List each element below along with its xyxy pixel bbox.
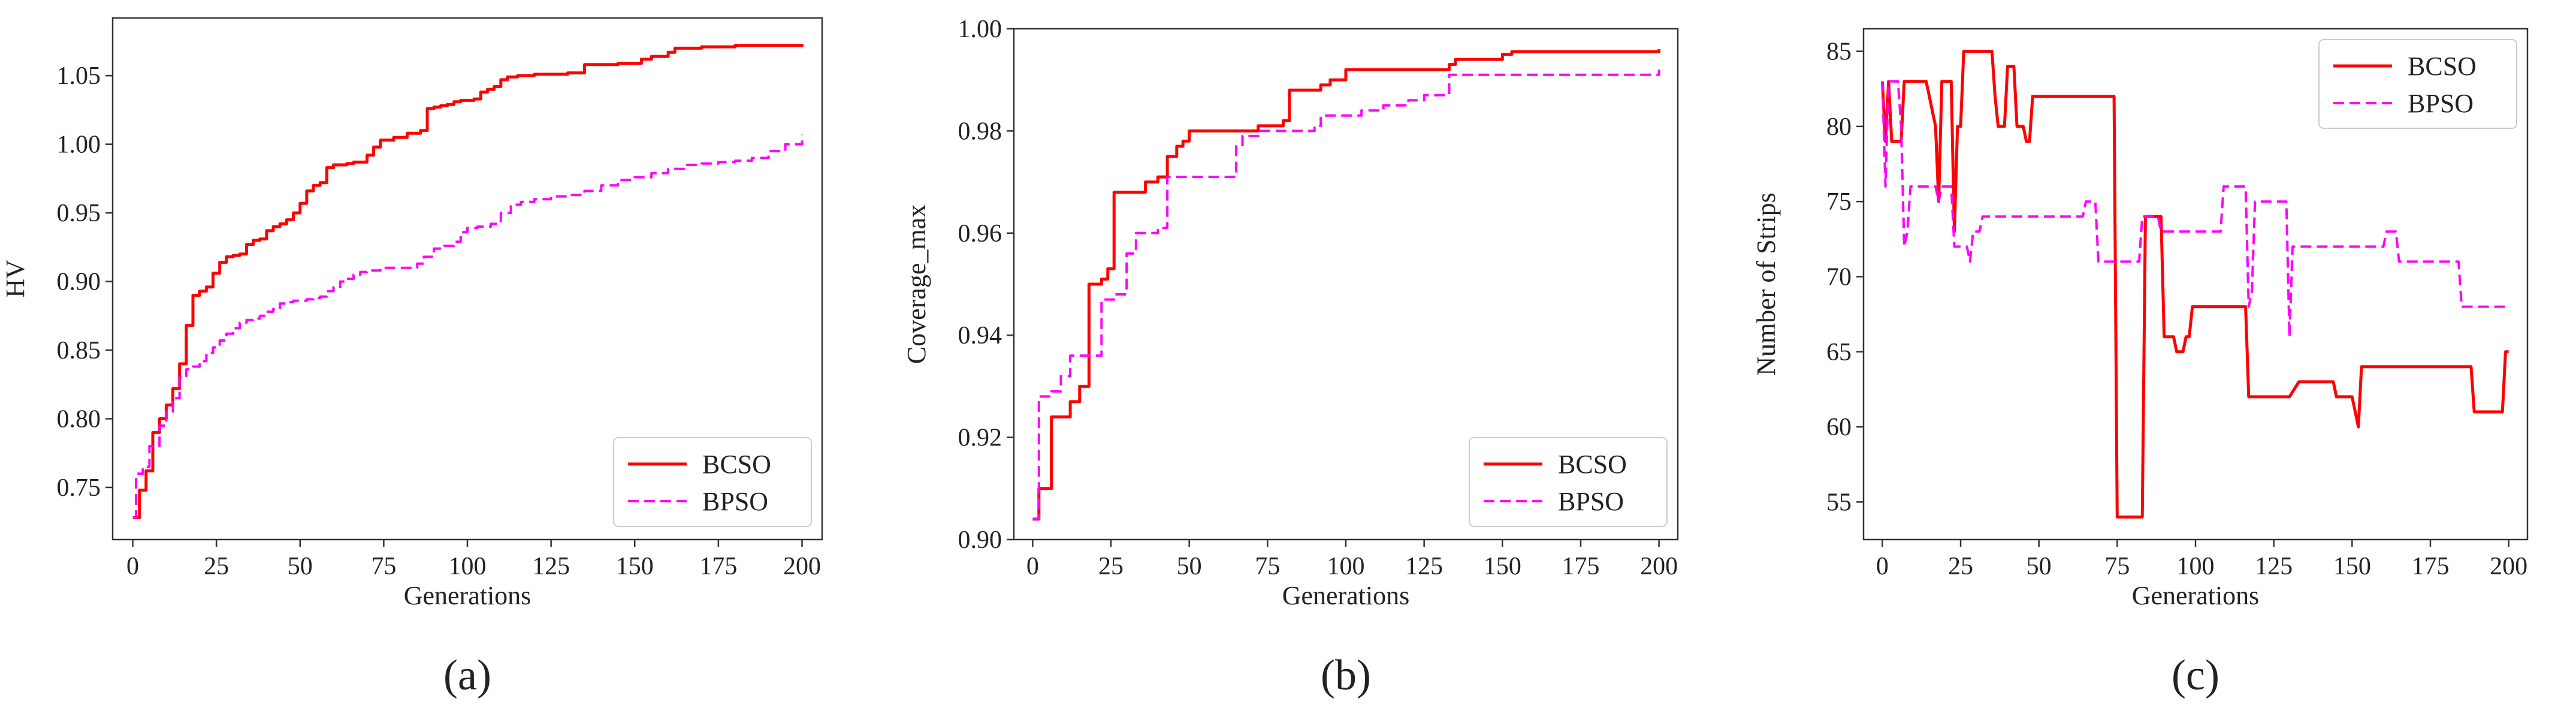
panel-a-ytick-label-6: 1.05	[57, 62, 101, 90]
panel-c-series-bpso-line	[1881, 80, 2509, 338]
panel-b-series	[1032, 49, 1661, 521]
panel-b-series-bcso-line	[1032, 49, 1661, 521]
panel-c-legend-bpso-label: BPSO	[2408, 89, 2474, 118]
panel-b-ytick-label-1: 0.92	[958, 424, 1002, 452]
panel-c-legend-box	[2318, 39, 2517, 129]
panel-b-ylabel: Coverage_max	[902, 204, 931, 364]
panel-a-ytick-label-4: 0.95	[57, 200, 101, 227]
panel-c-ytick-label-5: 80	[1826, 113, 1852, 141]
panel-c-xtick-label-3: 75	[2104, 553, 2130, 580]
panel-c-xtick-label-5: 125	[2255, 553, 2293, 580]
panel-c-ytick-label-2: 65	[1826, 339, 1852, 366]
panel-a-xtick-label-5: 125	[532, 553, 570, 580]
panel-a-xtick-label-3: 75	[371, 553, 396, 580]
panel-a-legend: BCSO BPSO	[613, 437, 812, 527]
panel-b-xtick-label-0: 0	[1026, 553, 1039, 580]
panel-a-xtick-label-2: 50	[288, 553, 313, 580]
panel-a-xtick-label-8: 200	[783, 553, 821, 580]
panel-a-series	[132, 44, 804, 519]
panel-c-xtick-label-6: 150	[2333, 553, 2371, 580]
panel-b-ticks: 0 25 50 75 100 125 150 175 200 0.90 0.92 0.94 0.96 0.…	[958, 16, 1678, 580]
panel-c-xtick-label-0: 0	[1876, 553, 1889, 580]
panel-c-ytick-label-6: 85	[1826, 38, 1852, 66]
panel-a-ticks: 0 25 50 75 100 125 150 175 200 0.75 0.80 0.85 0.90 0.…	[57, 62, 821, 580]
panel-c: 0 25 50 75 100 125 150 175 200 55 60 65 70 75 80 85 Gen…	[1751, 28, 2529, 699]
panel-a-series-bpso-line	[132, 134, 804, 519]
panel-a-xlabel: Generations	[404, 581, 531, 610]
panel-a-xtick-label-1: 25	[204, 553, 229, 580]
panel-a-xtick-label-6: 150	[616, 553, 654, 580]
panel-a-legend-box	[613, 437, 812, 527]
panel-a-xtick-label-0: 0	[126, 553, 139, 580]
panel-b-series-bpso-line	[1032, 70, 1660, 520]
panel-b-xtick-label-3: 75	[1255, 553, 1280, 580]
panel-c-series	[1880, 50, 2509, 519]
panel-a-ylabel: HV	[1, 260, 30, 298]
panel-c-ytick-label-4: 75	[1826, 188, 1852, 216]
panel-a: 0 25 50 75 100 125 150 175 200 0.75 0.80 0.85 0.90 0.…	[1, 17, 823, 699]
panel-b-legend-box	[1469, 437, 1668, 527]
panel-c-legend-bcso-label: BCSO	[2408, 52, 2477, 81]
panel-b-axes-frame	[1013, 28, 1679, 541]
panel-a-ytick-label-2: 0.85	[57, 337, 101, 364]
panel-a-ytick-label-1: 0.80	[57, 406, 101, 433]
panel-b-legend-bpso-label: BPSO	[1558, 487, 1624, 516]
panel-b-ytick-label-0: 0.90	[958, 526, 1002, 554]
panel-a-series-bcso-line	[132, 44, 804, 519]
panel-c-xtick-label-8: 200	[2490, 553, 2527, 580]
panel-c-xtick-label-1: 25	[1948, 553, 1973, 580]
panel-b-ytick-label-5: 1.00	[958, 16, 1002, 43]
panel-c-xtick-label-4: 100	[2177, 553, 2215, 580]
panel-a-caption: (a)	[443, 651, 491, 699]
panel-b-ytick-label-3: 0.96	[958, 220, 1002, 248]
panel-c-ytick-label-0: 55	[1826, 489, 1852, 516]
panel-c-legend: BCSO BPSO	[2318, 39, 2517, 129]
panel-c-xtick-label-2: 50	[2027, 553, 2052, 580]
panel-b-xtick-label-2: 50	[1177, 553, 1202, 580]
panel-b-xtick-label-5: 125	[1405, 553, 1443, 580]
panel-c-xlabel: Generations	[2132, 581, 2260, 610]
panel-a-ytick-label-0: 0.75	[57, 474, 101, 502]
panel-b-xtick-label-1: 25	[1098, 553, 1124, 580]
panel-c-caption: (c)	[2172, 651, 2219, 699]
panel-b-xtick-label-7: 175	[1562, 553, 1599, 580]
panel-c-ticks: 0 25 50 75 100 125 150 175 200 55 60 65 70 75 80 85	[1826, 38, 2527, 580]
panel-a-xtick-label-7: 175	[699, 553, 737, 580]
panel-b-xtick-label-8: 200	[1640, 553, 1678, 580]
panel-b-xtick-label-6: 150	[1484, 553, 1521, 580]
panel-b-legend: BCSO BPSO	[1469, 437, 1668, 527]
panel-a-xtick-label-4: 100	[449, 553, 487, 580]
panel-a-legend-bcso-label: BCSO	[702, 450, 771, 479]
panel-a-axes-frame	[111, 17, 823, 541]
panel-b-ytick-label-2: 0.94	[958, 322, 1002, 350]
panel-b-xtick-label-4: 100	[1327, 553, 1365, 580]
panel-c-xtick-label-7: 175	[2411, 553, 2449, 580]
panel-b-caption: (b)	[1321, 651, 1371, 699]
panel-c-ylabel: Number of Strips	[1751, 192, 1781, 376]
panel-a-legend-bpso-label: BPSO	[702, 487, 768, 516]
panel-b-xlabel: Generations	[1282, 581, 1410, 610]
panel-c-series-bcso-line	[1880, 50, 2509, 519]
panel-a-ytick-label-3: 0.90	[57, 269, 101, 296]
panel-c-ytick-label-3: 70	[1826, 263, 1852, 291]
panel-b: 0 25 50 75 100 125 150 175 200 0.90 0.92 0.94 0.96 0.…	[902, 16, 1679, 699]
panel-b-legend-bcso-label: BCSO	[1558, 450, 1627, 479]
panel-c-axes-frame	[1862, 28, 2529, 541]
panel-a-ytick-label-5: 1.00	[57, 131, 101, 159]
panel-b-ytick-label-4: 0.98	[958, 118, 1002, 145]
panel-c-ytick-label-1: 60	[1826, 414, 1852, 441]
